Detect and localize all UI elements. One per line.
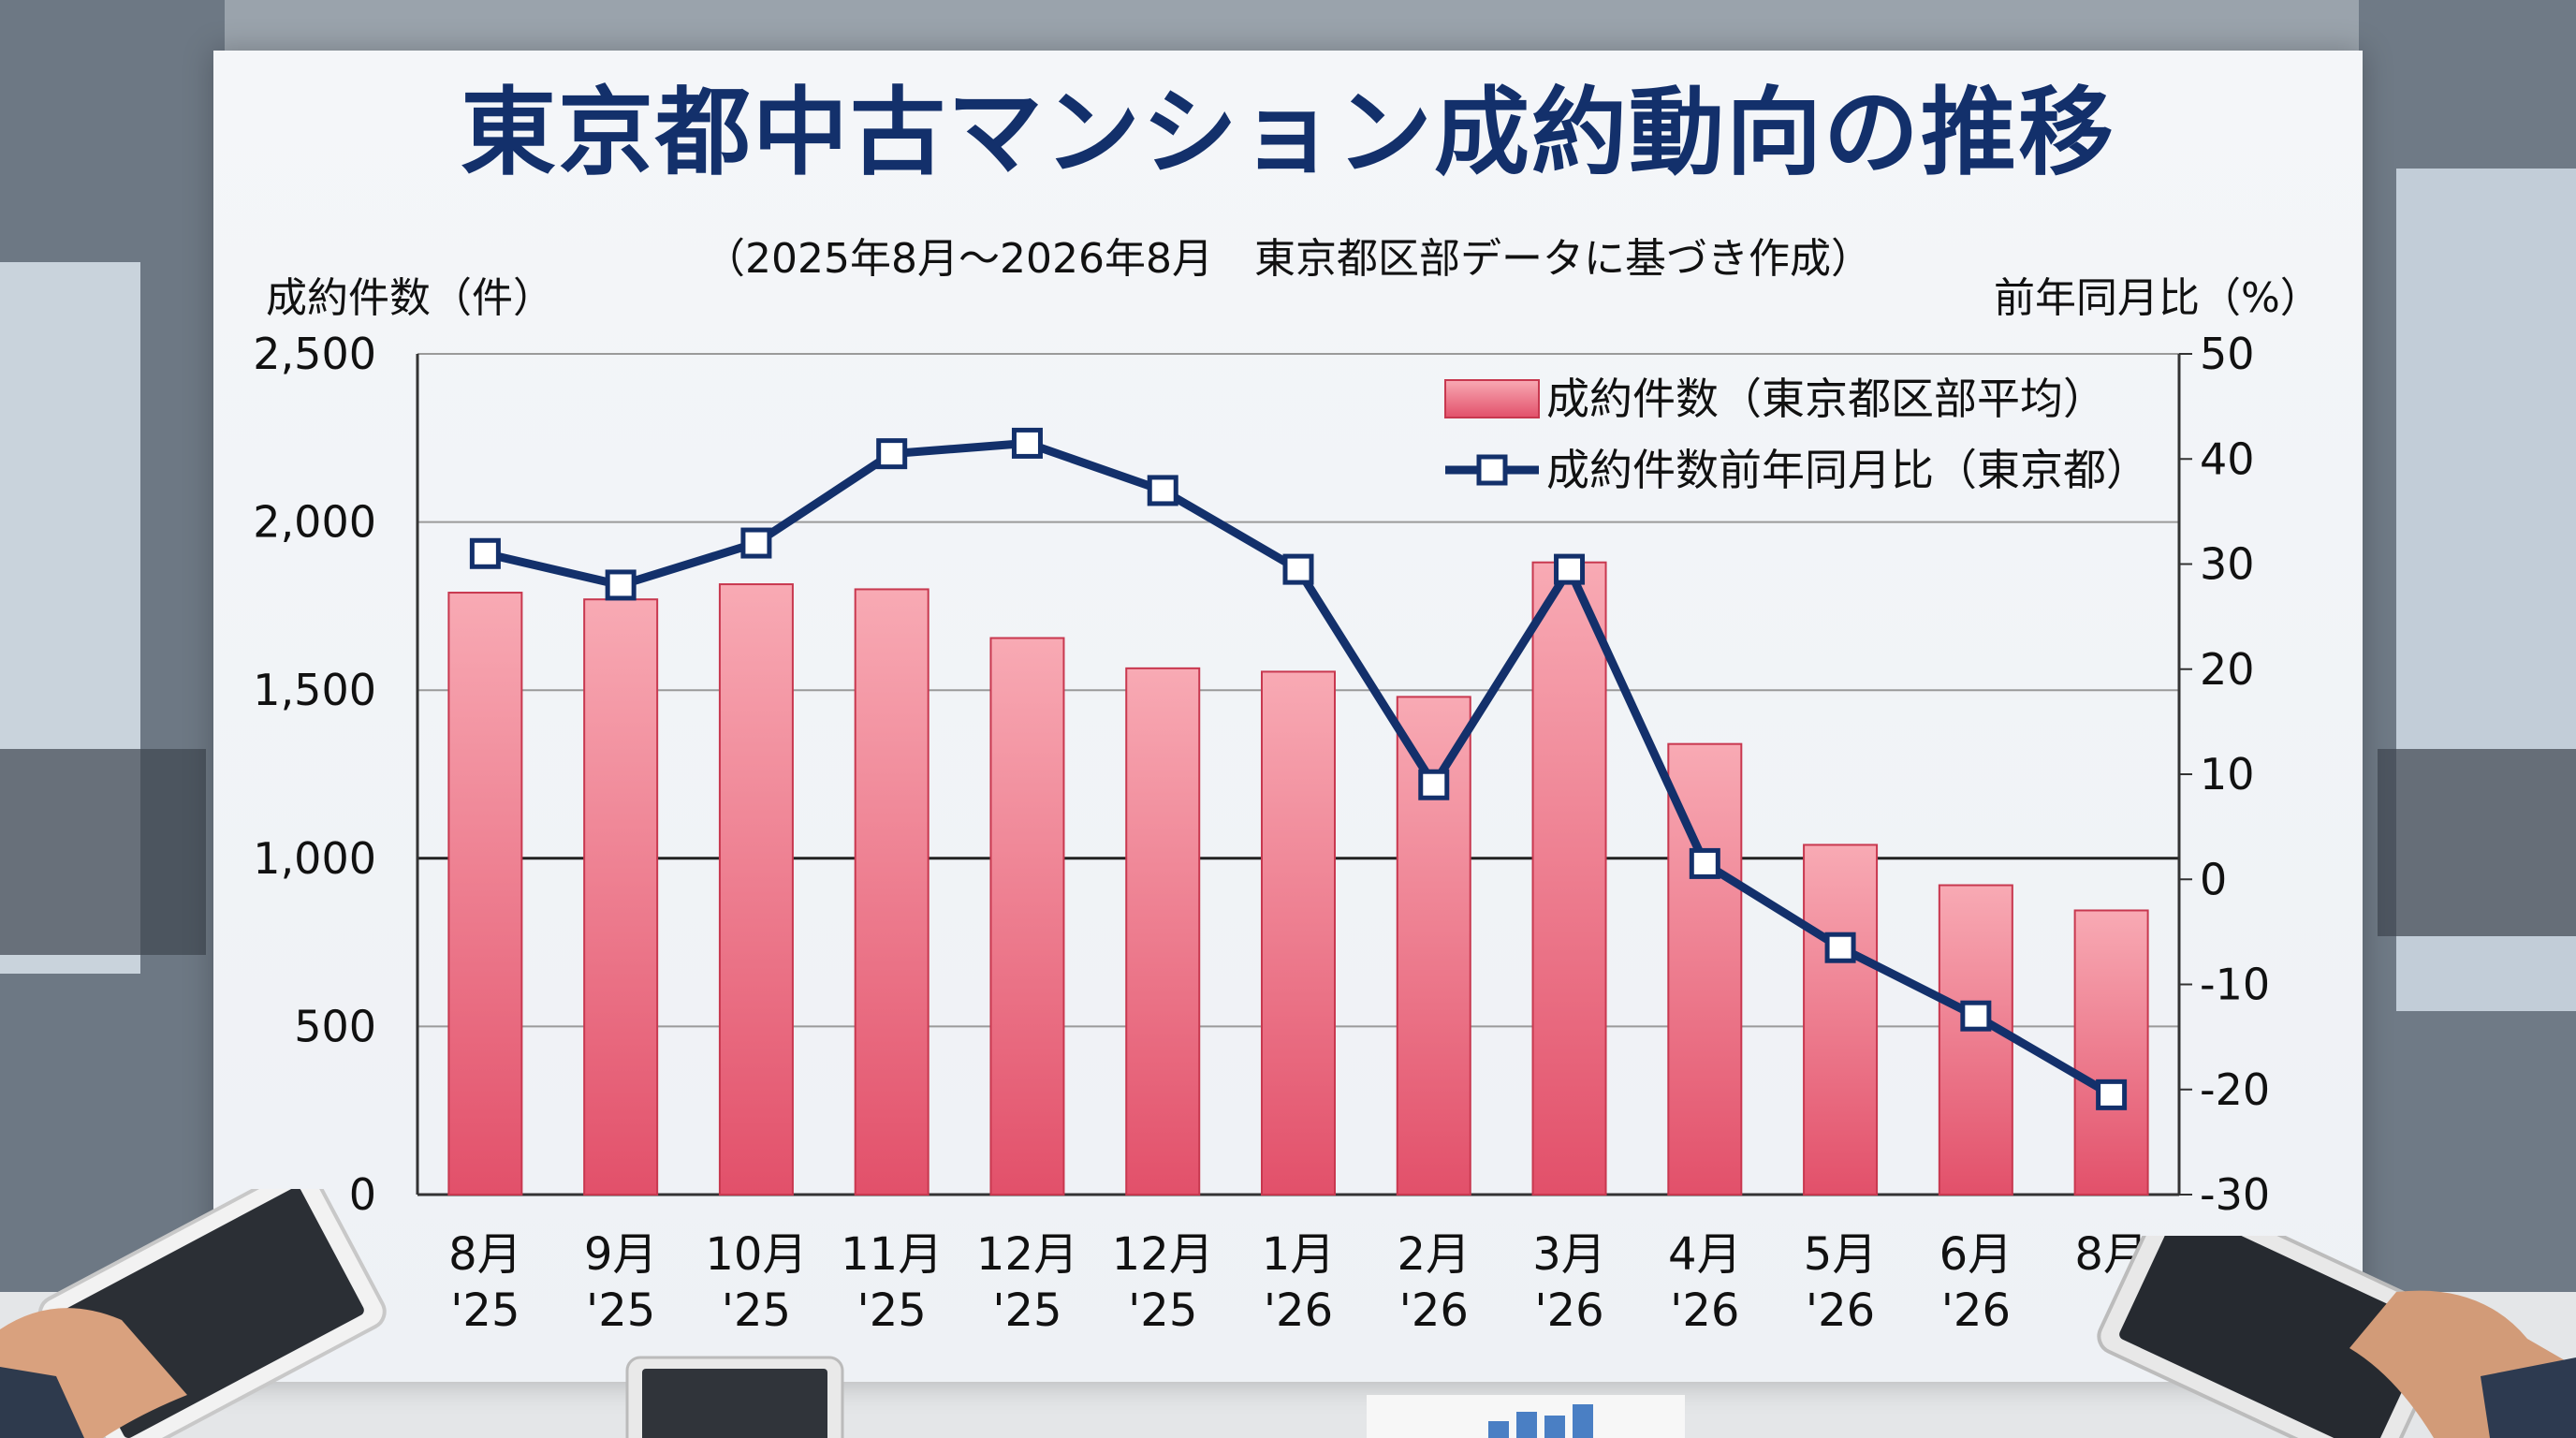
line-marker-yoy [469, 537, 501, 569]
x-tick-label-month: 5月 [1804, 1228, 1878, 1281]
legend-label-line: 成約件数前年同月比（東京都） [1546, 445, 2149, 495]
x-tick-label-month: 12月 [976, 1228, 1078, 1281]
y-tick-label-right: 20 [2200, 644, 2255, 695]
line-marker-yoy [1011, 427, 1043, 459]
y-tick-label-right: 40 [2200, 433, 2255, 484]
bar-transactions [854, 588, 929, 1196]
x-tick-label-year: '25 [1128, 1284, 1197, 1337]
x-tick-label-year: '25 [722, 1284, 791, 1337]
legend-swatch-marker [1476, 454, 1508, 486]
y-tick-label-left: 2,000 [253, 497, 376, 548]
bar-transactions [1125, 667, 1201, 1196]
x-tick-label-year: '26 [1670, 1284, 1739, 1337]
x-tick-label-month: 11月 [841, 1228, 943, 1281]
bar-transactions [1531, 561, 1607, 1196]
y-tick-label-right: 10 [2200, 749, 2255, 800]
chart-subtitle: （2025年8月～2026年8月 東京都区部データに基づき作成） [704, 235, 1872, 283]
bar-transactions [718, 583, 794, 1196]
y-tick-label-right: 50 [2200, 329, 2255, 379]
legend-label-bar: 成約件数（東京都区部平均） [1546, 374, 2106, 424]
x-tick-label-month: 4月 [1668, 1228, 1742, 1281]
x-tick-label-year: '26 [1941, 1284, 2011, 1337]
tablet-bottom-image [625, 1356, 844, 1438]
x-tick-label-year: '26 [1264, 1284, 1333, 1337]
y-tick-label-left: 1,500 [253, 665, 376, 715]
y-tick-label-right: -10 [2200, 960, 2270, 1010]
x-tick-label-month: 12月 [1112, 1228, 1214, 1281]
tablet-right-image [2097, 1236, 2576, 1438]
y-tick-label-right: -20 [2200, 1064, 2270, 1115]
tablet-left-image [0, 1189, 387, 1438]
y-tick-label-left: 500 [294, 1001, 376, 1051]
bar-transactions [1803, 844, 1879, 1196]
chart-title: 東京都中古マンション成約動向の推移 [461, 78, 2115, 189]
bar-transactions [2073, 909, 2149, 1196]
x-tick-label-year: '25 [857, 1284, 927, 1337]
bar-transactions [447, 592, 523, 1196]
bar-transactions [583, 598, 659, 1196]
bar-transactions [1261, 670, 1336, 1196]
x-tick-label-month: 2月 [1397, 1228, 1471, 1281]
x-tick-label-year: '26 [1806, 1284, 1875, 1337]
x-tick-label-year: '26 [1399, 1284, 1469, 1337]
line-marker-yoy [1147, 475, 1178, 506]
line-marker-yoy [740, 527, 772, 559]
line-marker-yoy [876, 438, 908, 470]
x-tick-label-year: '25 [992, 1284, 1061, 1337]
y-tick-label-left: 1,000 [253, 833, 376, 884]
x-tick-label-month: 1月 [1262, 1228, 1336, 1281]
y-tick-label-left: 0 [349, 1169, 376, 1220]
y-tick-label-right: 30 [2200, 539, 2255, 590]
line-marker-yoy [1689, 847, 1720, 879]
paper-report-image [1367, 1395, 1685, 1438]
line-marker-yoy [2096, 1078, 2128, 1110]
y-tick-label-right: -30 [2200, 1169, 2270, 1220]
x-tick-label-month: 3月 [1532, 1228, 1606, 1281]
legend-swatch-bar [1444, 379, 1540, 418]
x-tick-label-month: 9月 [584, 1228, 658, 1281]
bar-transactions [1938, 884, 2013, 1196]
line-marker-yoy [605, 569, 637, 601]
right-axis-title: 前年同月比（%） [1994, 274, 2321, 322]
y-tick-label-right: 0 [2200, 854, 2227, 904]
line-marker-yoy [1282, 553, 1314, 585]
y-tick-label-left: 2,500 [253, 329, 376, 379]
line-marker-yoy [1554, 553, 1586, 585]
x-tick-label-month: 6月 [1939, 1228, 2013, 1281]
line-marker-yoy [1960, 1000, 1992, 1032]
x-tick-label-year: '26 [1534, 1284, 1603, 1337]
x-tick-label-month: 10月 [705, 1228, 807, 1281]
x-tick-label-year: '25 [586, 1284, 655, 1337]
bar-transactions [989, 637, 1065, 1196]
x-tick-label-year: '25 [450, 1284, 520, 1337]
line-marker-yoy [1418, 769, 1450, 800]
x-tick-label-month: 8月 [448, 1228, 522, 1281]
left-axis-title: 成約件数（件） [266, 274, 554, 322]
line-marker-yoy [1824, 932, 1856, 963]
